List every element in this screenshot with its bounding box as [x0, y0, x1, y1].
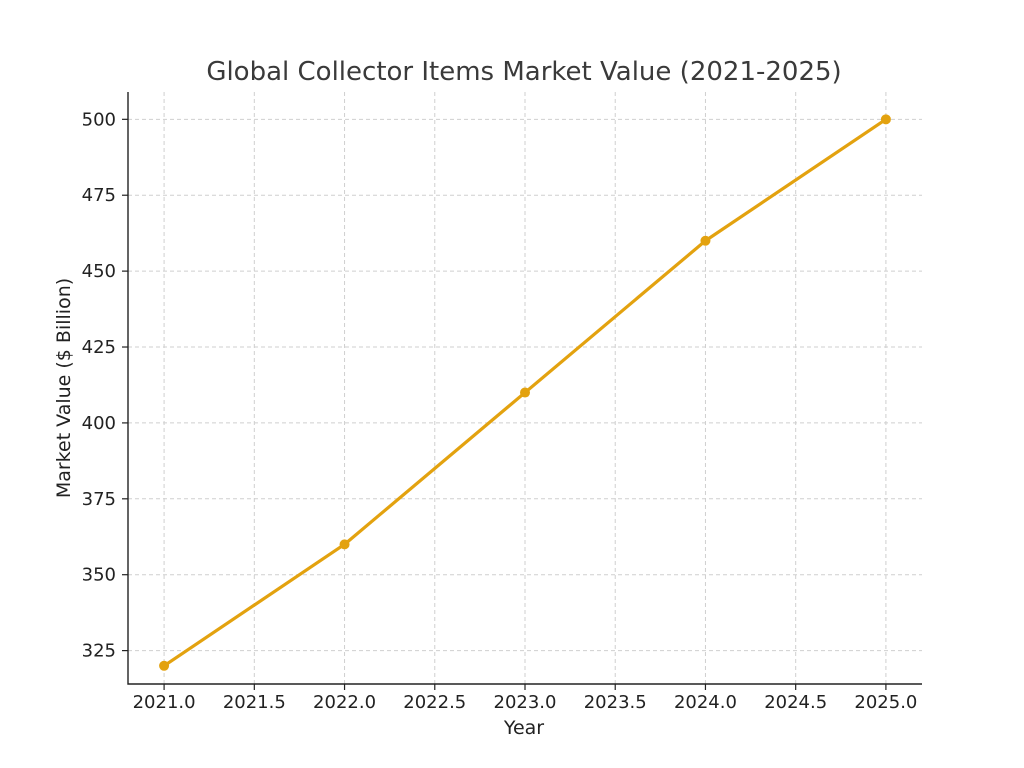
y-tick-label: 475	[82, 185, 116, 206]
y-tick-label: 325	[82, 641, 116, 662]
data-point	[880, 114, 891, 125]
data-point	[159, 660, 170, 671]
data-point	[339, 539, 350, 550]
x-tick-label: 2023.5	[584, 692, 647, 713]
y-tick-label: 350	[82, 565, 116, 586]
y-tick-label: 500	[82, 109, 116, 130]
x-tick-label: 2024.5	[764, 692, 827, 713]
x-tick-label: 2023.0	[494, 692, 557, 713]
chart-title: Global Collector Items Market Value (202…	[206, 57, 841, 87]
x-tick-label: 2024.0	[674, 692, 737, 713]
y-tick-label: 450	[82, 261, 116, 282]
grid-lines	[128, 92, 922, 684]
x-tick-label: 2021.5	[223, 692, 286, 713]
x-axis-ticks: 2021.0 2021.5 2022.0 2022.5 2023.0 2023.5 2024…	[133, 684, 917, 713]
y-axis-ticks: 325 350 375 400 425 450 475 500	[82, 109, 128, 662]
x-tick-label: 2021.0	[133, 692, 196, 713]
y-tick-label: 400	[82, 413, 116, 434]
data-point	[520, 387, 530, 398]
y-axis-label: Market Value ($ Billion)	[53, 278, 75, 498]
data-point	[700, 235, 711, 246]
axis-spines	[127, 92, 922, 685]
series-group	[159, 114, 891, 671]
x-tick-label: 2022.0	[313, 692, 376, 713]
x-tick-label: 2025.0	[854, 692, 917, 713]
y-tick-label: 375	[82, 489, 116, 510]
x-tick-label: 2022.5	[403, 692, 466, 713]
x-axis-label: Year	[503, 717, 544, 739]
y-tick-label: 425	[82, 337, 116, 358]
